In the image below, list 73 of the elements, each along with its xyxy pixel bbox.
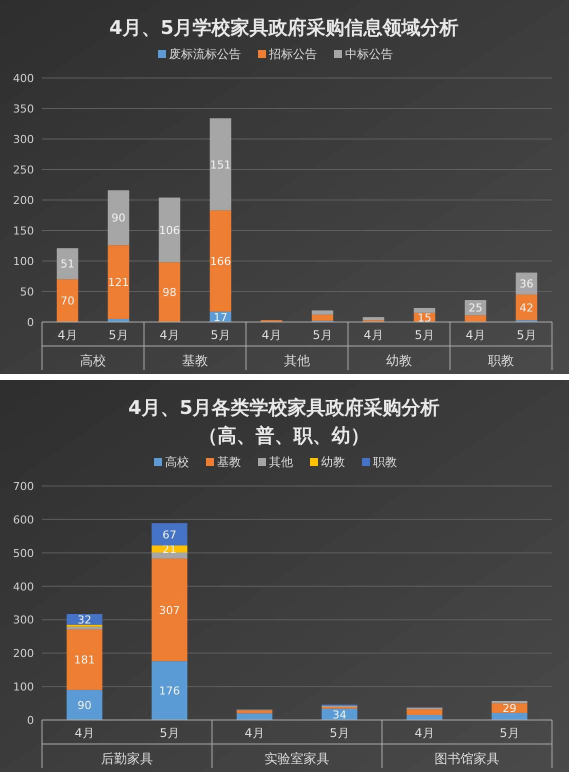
y-tick-label: 0 [27,714,34,727]
data-label: 90 [112,212,126,225]
y-tick-label: 0 [27,316,34,329]
x-tick-label: 4月 [160,328,180,342]
data-label: 36 [520,278,534,291]
data-label: 90 [78,698,92,712]
data-label: 181 [74,654,95,667]
y-tick-label: 700 [13,480,34,493]
x-tick-label: 5月 [160,726,180,740]
x-tick-label: 4月 [414,726,434,740]
data-label: 166 [210,255,231,268]
data-label: 15 [418,311,432,324]
y-tick-label: 400 [13,580,34,594]
y-tick-label: 300 [13,614,34,627]
x-tick-label: 5月 [330,726,350,740]
text: 基教 [182,354,208,369]
x-tick-label: 5月 [312,328,332,342]
data-label: 70 [60,294,74,308]
y-tick-label: 100 [13,680,34,694]
data-label: 121 [108,276,129,290]
legend-label: 幼教 [321,455,345,469]
y-tick-label: 200 [13,194,34,207]
text: 高校 [80,353,106,369]
text: 职教 [488,354,514,369]
x-tick-label: 5月 [414,328,434,342]
data-label: 42 [520,301,534,314]
y-tick-label: 100 [13,255,34,268]
y-tick-label: 200 [13,647,34,660]
legend-label: 职教 [373,455,397,469]
y-tick-label: 150 [13,224,34,238]
data-label: 98 [162,286,176,300]
data-label: 34 [332,708,346,722]
y-tick-label: 400 [13,72,34,85]
x-tick-label: 4月 [262,328,282,342]
chart-title: 4月、5月各类学校家具政府采购分析 [128,397,440,419]
y-tick-label: 50 [20,286,34,298]
data-label: 106 [159,224,180,237]
x-tick-label: 5月 [500,726,520,740]
legend-label: 招标公告 [268,47,317,61]
data-label: 67 [162,528,176,542]
x-tick-label: 4月 [364,328,384,342]
text: 其他 [284,354,310,369]
x-tick-label: 5月 [516,328,536,342]
x-tick-label: 4月 [74,726,94,740]
y-tick-label: 600 [13,513,34,526]
legend-label: 中标公告 [345,47,393,61]
text: 幼教 [386,354,412,369]
data-label: 25 [468,302,482,315]
x-tick-label: 4月 [244,726,264,740]
data-label: 307 [159,604,180,617]
legend-label: 废标流标公告 [169,47,241,61]
y-tick-label: 350 [13,102,34,116]
y-tick-label: 500 [13,546,34,560]
x-tick-label: 5月 [108,328,128,342]
y-tick-label: 300 [13,133,34,146]
legend-label: 其他 [269,455,293,469]
data-label: 17 [214,310,228,324]
legend-label: 高校 [165,455,189,469]
chart-title: 4月、5月学校家具政府采购信息领域分析 [109,17,459,39]
data-label: 29 [502,702,516,716]
x-tick-label: 5月 [210,328,230,342]
text: 图书馆家具 [434,751,500,767]
x-tick-label: 4月 [466,328,486,342]
data-label: 151 [210,158,231,172]
chart-subtitle: （高、普、职、幼） [198,425,370,447]
data-label: 51 [60,258,74,271]
data-label: 176 [159,684,180,698]
text: 实验室家具 [264,751,330,767]
legend-label: 基教 [217,455,241,469]
data-label: 32 [78,613,92,626]
y-tick-label: 250 [13,164,34,176]
text: 后勤家具 [101,751,153,767]
x-tick-label: 4月 [58,328,78,342]
